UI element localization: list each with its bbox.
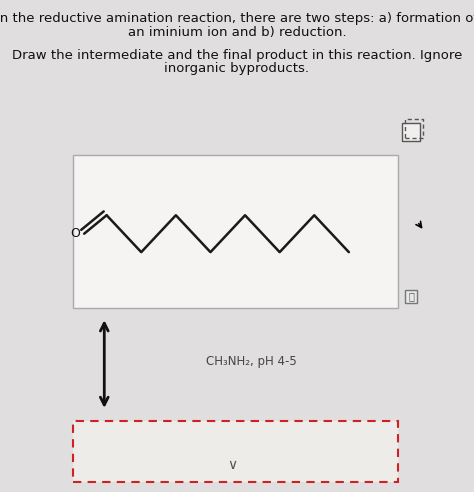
Text: inorganic byproducts.: inorganic byproducts. <box>164 62 310 75</box>
Text: CH₃NH₂, pH 4-5: CH₃NH₂, pH 4-5 <box>206 355 297 368</box>
Text: ⌕: ⌕ <box>408 291 414 302</box>
Bar <box>402 123 420 141</box>
Bar <box>405 290 417 303</box>
Text: an iminium ion and b) reduction.: an iminium ion and b) reduction. <box>128 26 346 38</box>
FancyBboxPatch shape <box>73 421 398 482</box>
FancyBboxPatch shape <box>73 155 398 308</box>
Text: ∨: ∨ <box>227 458 237 472</box>
Bar <box>405 119 423 138</box>
Text: O: O <box>71 227 81 240</box>
Text: Draw the intermediate and the final product in this reaction. Ignore: Draw the intermediate and the final prod… <box>12 49 462 62</box>
Text: In the reductive amination reaction, there are two steps: a) formation of: In the reductive amination reaction, the… <box>0 12 474 25</box>
